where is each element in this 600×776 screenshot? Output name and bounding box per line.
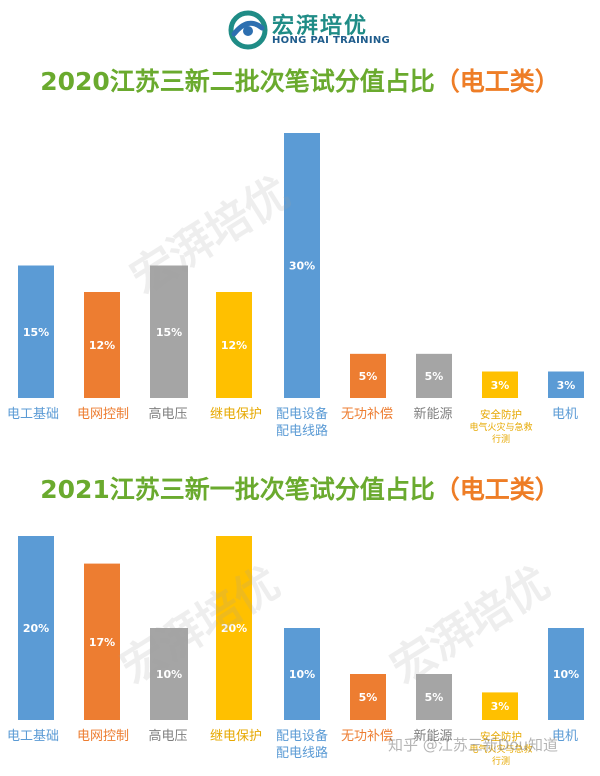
data-label-6: 5% [359, 370, 378, 383]
bar-6 [350, 353, 386, 398]
data-label-1: 15% [23, 326, 49, 339]
data-label-9: 10% [553, 668, 579, 681]
chart-title-tag: （电工类） [434, 67, 560, 96]
bar-2 [84, 563, 120, 720]
bar-8 [482, 692, 518, 720]
category-label-1: 电工基础 [7, 407, 59, 422]
chart-title-2021: 2021江苏三新一批次笔试分值占比（电工类） [0, 470, 600, 506]
chart-title-text: 2021江苏三新一批次笔试分值占比 [40, 475, 435, 504]
zhihu-watermark: 知乎 @江苏三新Dou知道 [388, 736, 559, 754]
bar-chart-2021: 20% 电工基础 17% 电网控制 10% 高电压 20% 继电保护 10% 配电设备配电线路 5%… [0, 520, 600, 776]
data-label-2: 12% [89, 339, 115, 352]
chart-title-2020: 2020江苏三新二批次笔试分值占比（电工类） [0, 62, 600, 98]
chart-title-text: 2020江苏三新二批次笔试分值占比 [40, 67, 435, 96]
logo-name-en: HONG PAI TRAINING [272, 35, 391, 46]
category-label-5: 配电设备配电线路 [276, 728, 328, 761]
brand-logo: 宏湃培优 HONG PAI TRAINING [0, 6, 600, 52]
data-label-4: 12% [221, 339, 247, 352]
category-label-3: 高电压 [148, 728, 187, 744]
logo-swirl-icon [228, 10, 268, 50]
data-label-6: 5% [359, 691, 378, 704]
data-label-9: 3% [557, 379, 576, 392]
bar-8 [482, 371, 518, 398]
category-label-6: 无功补偿 [341, 407, 393, 422]
data-label-1: 20% [23, 622, 49, 635]
category-label-2: 电网控制 [77, 407, 129, 422]
chart-title-tag: （电工类） [434, 475, 560, 504]
data-label-7: 5% [425, 691, 444, 704]
data-label-3: 10% [156, 668, 182, 681]
bar-7 [416, 353, 452, 398]
data-label-7: 5% [425, 370, 444, 383]
data-label-5: 10% [289, 668, 315, 681]
category-label-1: 电工基础 [7, 729, 59, 744]
category-label-5: 配电设备配电线路 [276, 406, 328, 439]
category-label-2: 电网控制 [77, 729, 129, 744]
category-label-7: 新能源 [413, 728, 452, 744]
category-label-9: 电机 [552, 729, 578, 744]
bar-9 [548, 371, 584, 398]
bar-1 [18, 265, 54, 398]
category-label-3: 高电压 [148, 406, 187, 422]
logo-name: 宏湃培优 [272, 14, 369, 39]
bar-9 [548, 628, 584, 720]
bar-chart-2020: 15% 电工基础 12% 电网控制 15% 高电压 12% 继电保护 30% 配电设备配电线路 5%… [0, 110, 600, 460]
bar-3 [150, 628, 188, 720]
data-label-2: 17% [89, 636, 115, 649]
category-label-6: 无功补偿 [341, 729, 393, 744]
data-label-8: 3% [491, 700, 510, 713]
category-label-9: 电机 [552, 407, 578, 422]
bar-5 [284, 133, 320, 398]
bar-5 [284, 628, 320, 720]
data-label-5: 30% [289, 260, 315, 273]
chart-svg: 15% 电工基础 12% 电网控制 15% 高电压 12% 继电保护 30% 配电设备配电线路 5%… [7, 133, 584, 445]
category-label-4: 继电保护 [210, 729, 262, 744]
bar-7 [416, 674, 452, 720]
chart-svg: 20% 电工基础 17% 电网控制 10% 高电压 20% 继电保护 10% 配电设备配电线路 5%… [7, 536, 584, 767]
category-label-8: 安全防护电气火灾与急救行测 [469, 408, 532, 445]
data-label-4: 20% [221, 622, 247, 635]
data-label-3: 15% [156, 326, 182, 339]
bar-2 [84, 292, 120, 398]
category-label-8: 安全防护电气火灾与急救行测 [469, 730, 532, 767]
bar-6 [350, 674, 386, 720]
category-label-7: 新能源 [413, 406, 452, 422]
bar-4 [216, 536, 252, 720]
bar-4 [216, 292, 252, 398]
category-label-4: 继电保护 [210, 407, 262, 422]
bar-3 [150, 265, 188, 398]
data-label-8: 3% [491, 379, 510, 392]
bar-1 [18, 536, 54, 720]
